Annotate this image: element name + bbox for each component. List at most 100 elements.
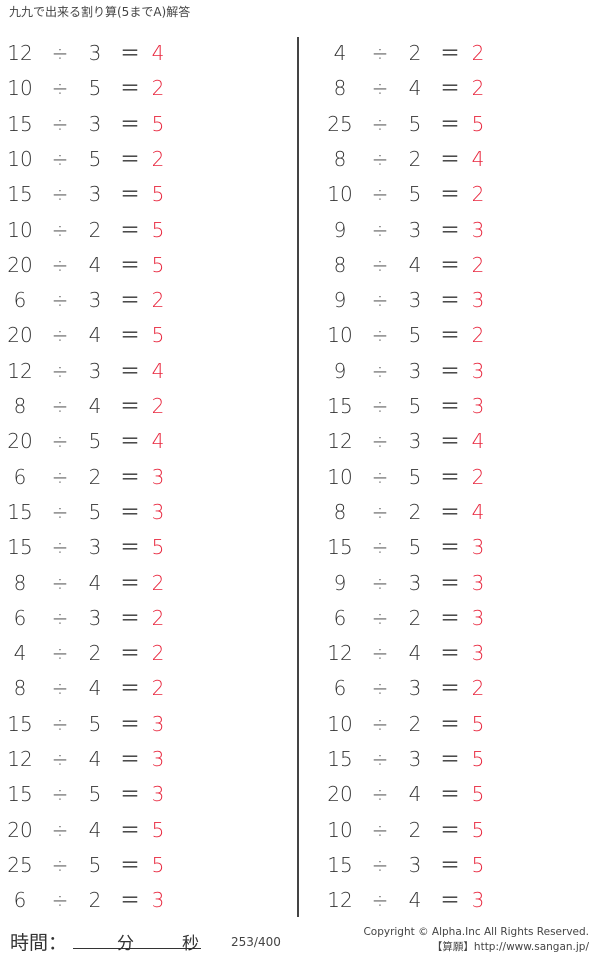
problem-row: 9 ÷ 3 ＝ 3 <box>320 354 600 388</box>
equals-sign: ＝ <box>440 182 460 207</box>
answer: 3 <box>471 605 485 630</box>
divisor: 3 <box>88 605 102 630</box>
divide-sign: ÷ <box>51 852 69 877</box>
divisor: 4 <box>408 782 422 807</box>
answer: 2 <box>151 394 165 418</box>
equals-sign: ＝ <box>120 394 140 418</box>
divide-sign: ÷ <box>51 676 69 701</box>
dividend: 10 <box>327 464 353 489</box>
divisor: 4 <box>88 817 102 842</box>
divisor: 3 <box>408 217 422 242</box>
dividend: 12 <box>7 41 33 65</box>
equals-sign: ＝ <box>120 676 140 701</box>
divide-sign: ÷ <box>371 146 389 171</box>
dividend: 10 <box>327 711 353 736</box>
equals-sign: ＝ <box>120 711 140 736</box>
equals-sign: ＝ <box>120 288 140 313</box>
dividend: 20 <box>7 252 33 277</box>
divide-sign: ÷ <box>51 146 69 171</box>
divisor: 3 <box>88 535 102 560</box>
divide-sign: ÷ <box>371 676 389 701</box>
problem-row: 12 ÷ 4 ＝ 3 <box>320 636 600 670</box>
divide-sign: ÷ <box>51 111 69 136</box>
answer: 3 <box>471 217 485 242</box>
divide-sign: ÷ <box>51 76 69 101</box>
page-number: 253/400 <box>231 935 281 949</box>
equals-sign: ＝ <box>440 288 460 313</box>
equals-sign: ＝ <box>120 852 140 877</box>
divisor: 4 <box>88 323 102 348</box>
dividend: 9 <box>333 288 347 313</box>
answer: 3 <box>151 464 165 489</box>
dividend: 8 <box>333 499 347 524</box>
answer: 5 <box>151 852 165 877</box>
site-link[interactable]: 【算願】http://www.sangan.jp/ <box>431 941 589 953</box>
dividend: 10 <box>7 146 33 171</box>
dividend: 8 <box>13 570 27 595</box>
problem-row: 6 ÷ 3 ＝ 2 <box>0 283 280 317</box>
divisor: 4 <box>408 888 422 913</box>
divide-sign: ÷ <box>371 464 389 489</box>
answer: 5 <box>151 535 165 560</box>
answer: 3 <box>471 888 485 913</box>
divide-sign: ÷ <box>51 464 69 489</box>
answer: 2 <box>151 605 165 630</box>
answer: 2 <box>471 252 485 277</box>
problem-row: 9 ÷ 3 ＝ 3 <box>320 566 600 600</box>
equals-sign: ＝ <box>440 111 460 136</box>
problem-row: 9 ÷ 3 ＝ 3 <box>320 283 600 317</box>
divide-sign: ÷ <box>51 888 69 913</box>
answer: 5 <box>151 111 165 136</box>
divide-sign: ÷ <box>371 782 389 807</box>
divisor: 3 <box>408 358 422 383</box>
divisor: 5 <box>88 852 102 877</box>
problem-row: 15 ÷ 3 ＝ 5 <box>320 848 600 882</box>
divisor: 5 <box>408 464 422 489</box>
answer: 2 <box>471 182 485 207</box>
divisor: 5 <box>408 323 422 348</box>
answer: 2 <box>151 146 165 171</box>
dividend: 15 <box>7 711 33 736</box>
problem-row: 6 ÷ 3 ＝ 2 <box>0 601 280 635</box>
divisor: 4 <box>88 747 102 771</box>
divisor: 3 <box>408 429 422 454</box>
equals-sign: ＝ <box>120 817 140 842</box>
problem-row: 8 ÷ 4 ＝ 2 <box>0 671 280 705</box>
equals-sign: ＝ <box>440 41 460 65</box>
divide-sign: ÷ <box>371 323 389 348</box>
divisor: 3 <box>88 111 102 136</box>
dividend: 10 <box>7 76 33 101</box>
divide-sign: ÷ <box>371 852 389 877</box>
divide-sign: ÷ <box>51 711 69 736</box>
dividend: 20 <box>7 429 33 454</box>
divide-sign: ÷ <box>51 288 69 313</box>
equals-sign: ＝ <box>120 358 140 383</box>
answer: 2 <box>151 76 165 101</box>
equals-sign: ＝ <box>440 323 460 348</box>
divisor: 4 <box>408 641 422 666</box>
answer: 2 <box>151 288 165 313</box>
answer: 2 <box>151 676 165 701</box>
divide-sign: ÷ <box>371 535 389 560</box>
divide-sign: ÷ <box>371 605 389 630</box>
equals-sign: ＝ <box>440 782 460 807</box>
divide-sign: ÷ <box>51 217 69 242</box>
divide-sign: ÷ <box>51 605 69 630</box>
problem-row: 4 ÷ 2 ＝ 2 <box>320 36 600 70</box>
dividend: 9 <box>333 358 347 383</box>
problem-row: 25 ÷ 5 ＝ 5 <box>320 107 600 141</box>
answer: 5 <box>151 817 165 842</box>
dividend: 20 <box>7 817 33 842</box>
divide-sign: ÷ <box>371 358 389 383</box>
equals-sign: ＝ <box>440 252 460 277</box>
equals-sign: ＝ <box>440 394 460 418</box>
dividend: 12 <box>327 641 353 666</box>
divide-sign: ÷ <box>51 41 69 65</box>
answer: 3 <box>151 711 165 736</box>
equals-sign: ＝ <box>120 535 140 560</box>
problem-row: 12 ÷ 3 ＝ 4 <box>0 36 280 70</box>
problem-row: 20 ÷ 4 ＝ 5 <box>320 777 600 811</box>
divisor: 3 <box>408 852 422 877</box>
equals-sign: ＝ <box>120 782 140 807</box>
equals-sign: ＝ <box>440 747 460 771</box>
